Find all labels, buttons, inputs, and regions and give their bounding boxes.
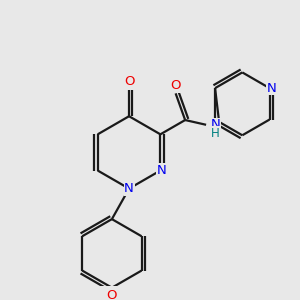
Text: N: N: [157, 164, 166, 177]
Text: N: N: [267, 82, 276, 94]
Text: O: O: [106, 289, 117, 300]
Text: H: H: [211, 127, 220, 140]
Text: O: O: [124, 75, 134, 88]
Text: N: N: [211, 118, 220, 131]
Text: N: N: [124, 182, 134, 195]
Text: O: O: [170, 79, 181, 92]
